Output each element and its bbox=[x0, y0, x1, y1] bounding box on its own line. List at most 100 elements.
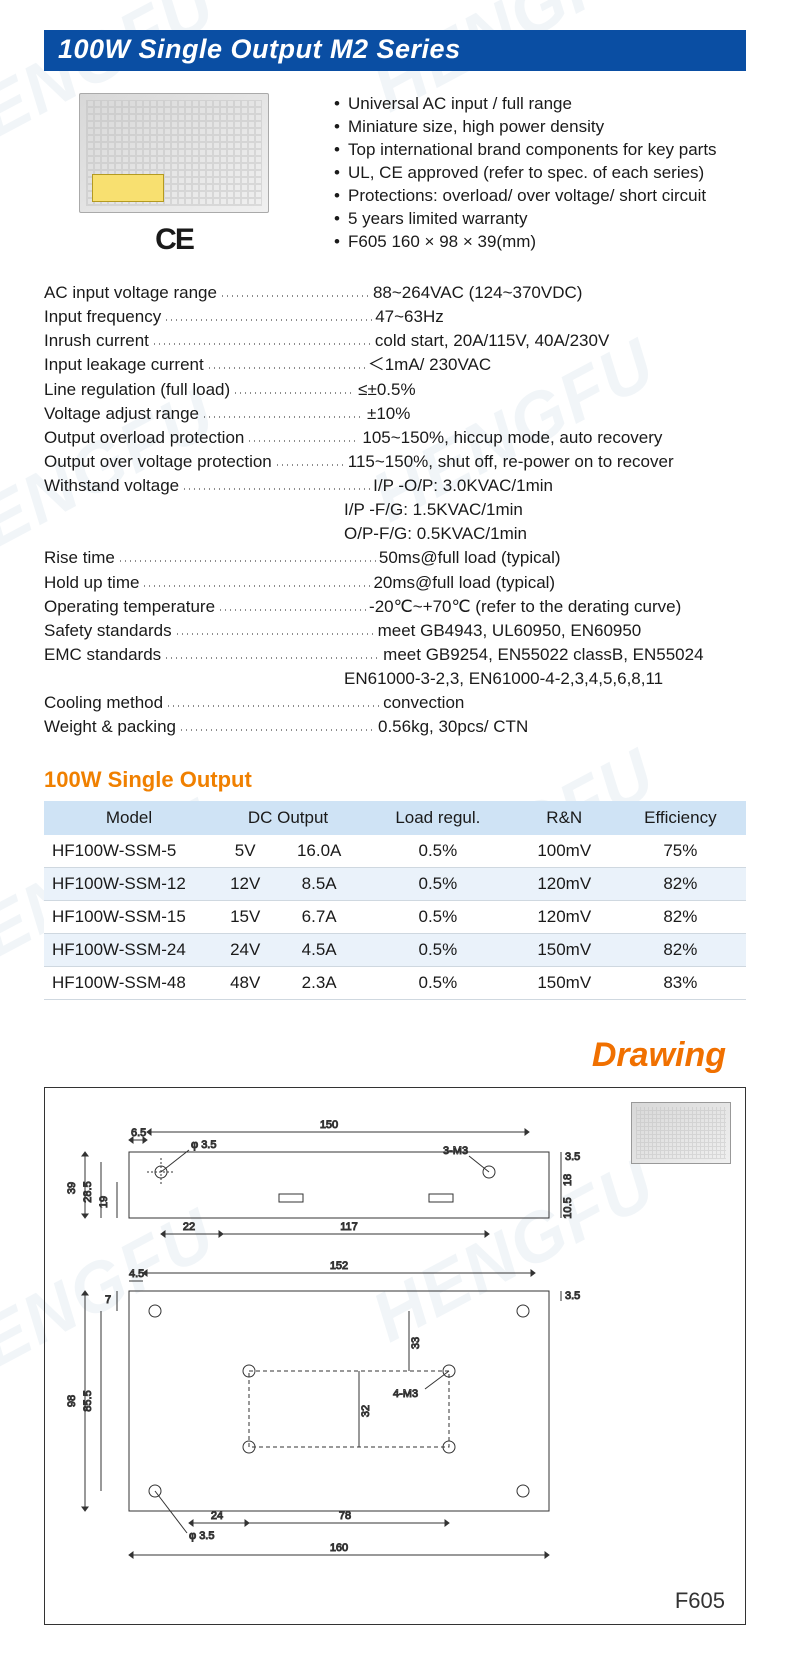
dim: 18 bbox=[562, 1174, 574, 1186]
spec-dots bbox=[218, 595, 366, 617]
spec-row: Operating temperature-20℃~+70℃ (refer to… bbox=[44, 595, 746, 619]
feature-bullets: Universal AC input / full rangeMiniature… bbox=[334, 93, 746, 254]
table-cell: 6.7A bbox=[276, 901, 362, 934]
th-model: Model bbox=[44, 801, 214, 835]
dim: 117 bbox=[340, 1221, 358, 1233]
feature-bullet: Universal AC input / full range bbox=[334, 93, 746, 116]
spec-dots bbox=[166, 691, 380, 713]
spec-row: Inrush current cold start, 20A/115V, 40A/… bbox=[44, 329, 746, 353]
table-cell: 82% bbox=[615, 934, 746, 967]
spec-label: Weight & packing bbox=[44, 715, 176, 739]
dim: 150 bbox=[320, 1119, 338, 1131]
spec-row: Input leakage current＜1mA/ 230VAC bbox=[44, 353, 746, 377]
spec-row: Voltage adjust range ±10% bbox=[44, 402, 746, 426]
dim: 22 bbox=[183, 1221, 195, 1233]
table-cell: 83% bbox=[615, 967, 746, 1000]
spec-dots bbox=[142, 571, 370, 593]
spec-dots bbox=[233, 378, 355, 400]
spec-value: 50ms@full load (typical) bbox=[379, 546, 746, 570]
spec-dots bbox=[207, 353, 365, 375]
page-title: 100W Single Output M2 Series bbox=[44, 30, 746, 71]
spec-label: Hold up time bbox=[44, 571, 139, 595]
feature-bullet: F605 160 × 98 × 39(mm) bbox=[334, 231, 746, 254]
spec-value: ±10% bbox=[367, 402, 746, 426]
feature-bullet: UL, CE approved (refer to spec. of each … bbox=[334, 162, 746, 185]
dim: 39 bbox=[66, 1182, 78, 1194]
th-eff: Efficiency bbox=[615, 801, 746, 835]
dim: 10.5 bbox=[562, 1198, 574, 1219]
spec-dots bbox=[182, 474, 370, 496]
spec-row: Rise time 50ms@full load (typical) bbox=[44, 546, 746, 570]
table-cell: 5V bbox=[214, 835, 276, 868]
drawing-code: F605 bbox=[59, 1588, 731, 1614]
dim: 6.5 bbox=[131, 1127, 146, 1139]
drawing-container: 6.5 150 φ 3.5 39 28.5 19 22 117 bbox=[44, 1087, 746, 1625]
dim: 3.5 bbox=[565, 1151, 580, 1163]
spec-dots bbox=[247, 426, 359, 448]
spec-dots bbox=[179, 715, 375, 737]
dim: 4.5 bbox=[129, 1268, 144, 1280]
drawing-heading: Drawing bbox=[44, 1036, 726, 1075]
spec-label: Input frequency bbox=[44, 305, 161, 329]
spec-label: Rise time bbox=[44, 546, 115, 570]
spec-row: Input frequency47~63Hz bbox=[44, 305, 746, 329]
dim: φ 3.5 bbox=[189, 1530, 214, 1542]
table-cell: 2.3A bbox=[276, 967, 362, 1000]
table-cell: 150mV bbox=[514, 967, 615, 1000]
dim: 19 bbox=[98, 1196, 110, 1208]
spec-row: Withstand voltageI/P -O/P: 3.0KVAC/1min bbox=[44, 474, 746, 498]
dim: 3.5 bbox=[565, 1290, 580, 1302]
dim: 33 bbox=[410, 1337, 422, 1349]
spec-value: ＜1mA/ 230VAC bbox=[368, 353, 746, 377]
spec-value-cont: EN61000-3-2,3, EN61000-4-2,3,4,5,6,8,11 bbox=[44, 667, 663, 691]
dim: 98 bbox=[66, 1395, 78, 1407]
spec-label: Voltage adjust range bbox=[44, 402, 199, 426]
spec-label: Safety standards bbox=[44, 619, 172, 643]
spec-value: -20℃~+70℃ (refer to the derating curve) bbox=[369, 595, 746, 619]
dim: 78 bbox=[339, 1510, 351, 1522]
table-cell: 12V bbox=[214, 868, 276, 901]
table-cell: HF100W-SSM-12 bbox=[44, 868, 214, 901]
spec-value-cont: I/P -F/G: 1.5KVAC/1min bbox=[44, 498, 523, 522]
spec-row: AC input voltage range 88~264VAC (124~370… bbox=[44, 281, 746, 305]
table-row: HF100W-SSM-55V16.0A0.5%100mV75% bbox=[44, 835, 746, 868]
spec-label: Inrush current bbox=[44, 329, 149, 353]
dim: 4-M3 bbox=[393, 1388, 418, 1400]
spec-row: Cooling methodconvection bbox=[44, 691, 746, 715]
product-photo bbox=[79, 93, 269, 213]
table-body: HF100W-SSM-55V16.0A0.5%100mV75%HF100W-SS… bbox=[44, 835, 746, 1000]
table-cell: 48V bbox=[214, 967, 276, 1000]
feature-bullet: Miniature size, high power density bbox=[334, 116, 746, 139]
spec-dots bbox=[175, 619, 375, 641]
spec-value: ≤±0.5% bbox=[358, 378, 746, 402]
feature-bullet: Protections: overload/ over voltage/ sho… bbox=[334, 185, 746, 208]
dim: 28.5 bbox=[82, 1182, 94, 1203]
table-cell: 16.0A bbox=[276, 835, 362, 868]
th-rn: R&N bbox=[514, 801, 615, 835]
spec-row: Safety standardsmeet GB4943, UL60950, EN… bbox=[44, 619, 746, 643]
spec-value: meet GB9254, EN55022 classB, EN55024 bbox=[383, 643, 746, 667]
spec-value: 20ms@full load (typical) bbox=[373, 571, 746, 595]
spec-value: 88~264VAC (124~370VDC) bbox=[373, 281, 746, 305]
spec-dots bbox=[220, 281, 370, 303]
table-cell: 0.5% bbox=[362, 934, 514, 967]
table-cell: 0.5% bbox=[362, 835, 514, 868]
spec-value: 0.56kg, 30pcs/ CTN bbox=[378, 715, 746, 739]
spec-label: Withstand voltage bbox=[44, 474, 179, 498]
table-row: HF100W-SSM-4848V2.3A0.5%150mV83% bbox=[44, 967, 746, 1000]
spec-label: AC input voltage range bbox=[44, 281, 217, 305]
spec-dots bbox=[118, 546, 376, 568]
ce-mark: CE bbox=[44, 223, 304, 257]
dim: 152 bbox=[330, 1260, 348, 1272]
table-cell: 8.5A bbox=[276, 868, 362, 901]
table-cell: HF100W-SSM-5 bbox=[44, 835, 214, 868]
drawing-product-photo bbox=[631, 1102, 731, 1164]
dim: φ 3.5 bbox=[191, 1139, 216, 1151]
spec-dots bbox=[164, 643, 380, 665]
spec-value: cold start, 20A/115V, 40A/230V bbox=[375, 329, 746, 353]
spec-dots bbox=[275, 450, 345, 472]
table-cell: 0.5% bbox=[362, 967, 514, 1000]
dim: 24 bbox=[211, 1510, 223, 1522]
dim: 7 bbox=[105, 1294, 111, 1306]
intro-section: CE Universal AC input / full rangeMiniat… bbox=[44, 93, 746, 257]
